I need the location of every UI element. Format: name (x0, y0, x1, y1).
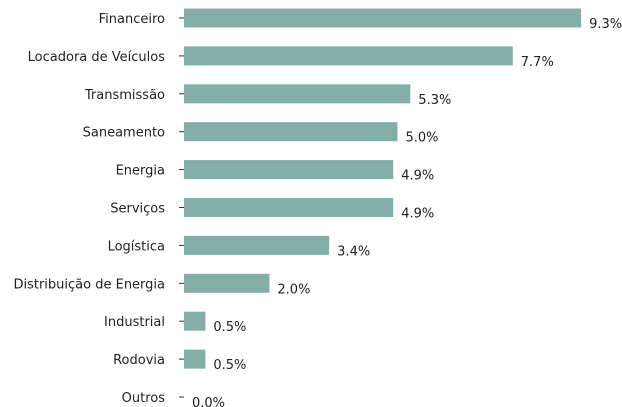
value-labels: 9.3% 7.7% 5.3% 5.0% 4.9% 4.9% 3.4% 2.0% 0.5% 0.5%… (192, 17, 622, 407)
value-label-locadora-de-veiculos: 7.7% (521, 55, 554, 70)
bar-rodovia (184, 349, 206, 369)
value-label-rodovia: 0.5% (213, 358, 246, 373)
value-label-outros: 0.0% (192, 396, 225, 407)
category-label-logistica: Logística (108, 239, 165, 254)
bars (184, 8, 582, 369)
value-label-servicos: 4.9% (401, 207, 434, 222)
bar-energia (184, 160, 394, 180)
category-label-industrial: Industrial (104, 315, 165, 330)
bar-locadora-de-veiculos (184, 46, 513, 66)
bar-distribuicao-de-energia (184, 273, 270, 293)
bar-saneamento (184, 122, 398, 142)
category-label-energia: Energia (116, 164, 165, 179)
category-label-transmissao: Transmissão (84, 88, 165, 103)
category-label-rodovia: Rodovia (113, 353, 165, 368)
bar-financeiro (184, 8, 582, 28)
category-label-financeiro: Financeiro (99, 12, 165, 27)
value-label-saneamento: 5.0% (406, 131, 439, 146)
category-label-servicos: Serviços (110, 202, 165, 217)
value-label-distribuicao-de-energia: 2.0% (277, 282, 310, 297)
bar-transmissao (184, 84, 411, 104)
bar-servicos (184, 198, 394, 217)
category-label-saneamento: Saneamento (83, 126, 165, 141)
value-label-industrial: 0.5% (213, 320, 246, 335)
category-label-outros: Outros (122, 391, 166, 406)
y-axis (179, 17, 184, 398)
category-label-distribuicao-de-energia: Distribuição de Energia (13, 277, 165, 292)
bar-industrial (184, 311, 206, 331)
bar-logistica (184, 235, 330, 255)
category-label-locadora-de-veiculos: Locadora de Veículos (28, 50, 166, 65)
value-label-transmissao: 5.3% (418, 93, 451, 108)
category-labels: Financeiro Locadora de Veículos Transmissã… (13, 12, 165, 406)
value-label-logistica: 3.4% (337, 244, 370, 259)
value-label-energia: 4.9% (401, 169, 434, 184)
value-label-financeiro: 9.3% (589, 17, 622, 32)
